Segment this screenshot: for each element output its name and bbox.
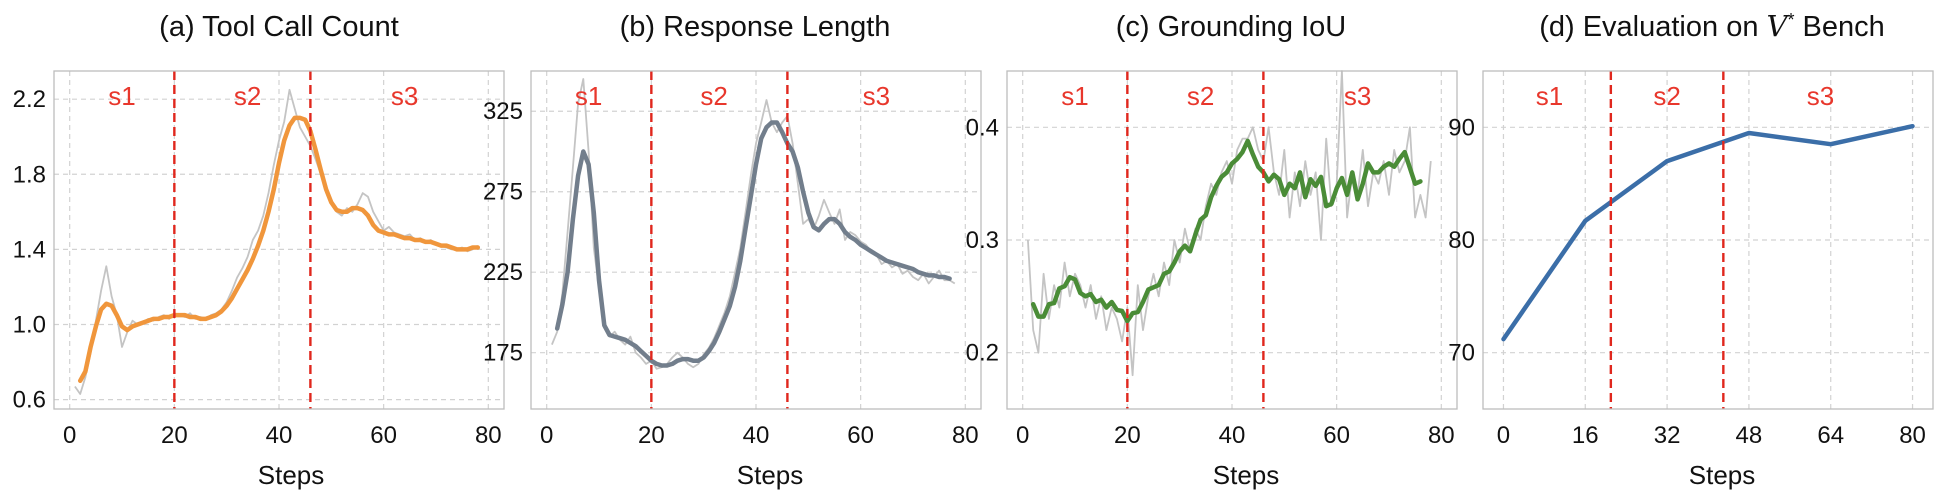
stage-label-s1: s1 bbox=[108, 81, 135, 111]
y-tick-label: 225 bbox=[483, 259, 523, 286]
y-tick-label: 1.0 bbox=[13, 312, 46, 339]
chart-title-b: (b) Response Length bbox=[620, 11, 891, 43]
x-tick-label: 40 bbox=[266, 422, 293, 449]
chart-title-d-prefix: (d) Evaluation on bbox=[1539, 11, 1766, 43]
y-tick-label: 80 bbox=[1448, 227, 1475, 254]
x-tick-label: 80 bbox=[475, 422, 502, 449]
x-tick-label: 80 bbox=[952, 422, 979, 449]
stage-label-s3: s3 bbox=[863, 81, 890, 111]
chart-title-c: (c) Grounding IoU bbox=[1116, 11, 1347, 43]
x-tick-label: 48 bbox=[1736, 422, 1763, 449]
y-tick-label: 90 bbox=[1448, 114, 1475, 141]
x-tick-label: 80 bbox=[1428, 422, 1455, 449]
stage-label-s1: s1 bbox=[575, 81, 602, 111]
plot-frame bbox=[1482, 70, 1934, 410]
x-tick-label: 0 bbox=[1497, 422, 1510, 449]
stage-label-s1: s1 bbox=[1061, 81, 1088, 111]
chart-title-d-star: * bbox=[1787, 10, 1794, 30]
chart-title-a: (a) Tool Call Count bbox=[159, 11, 399, 43]
y-tick-label: 0.2 bbox=[966, 340, 999, 367]
y-tick-label: 0.4 bbox=[966, 114, 999, 141]
y-tick-label: 2.2 bbox=[13, 86, 46, 113]
x-tick-label: 40 bbox=[743, 422, 770, 449]
plot-frame bbox=[530, 70, 982, 410]
plot-frame bbox=[1006, 70, 1458, 410]
y-tick-label: 325 bbox=[483, 98, 523, 125]
x-tick-label: 80 bbox=[1899, 422, 1926, 449]
y-tick-label: 0.3 bbox=[966, 227, 999, 254]
x-tick-label: 60 bbox=[847, 422, 874, 449]
x-tick-label: 60 bbox=[1323, 422, 1350, 449]
x-tick-label: 16 bbox=[1572, 422, 1599, 449]
plot-frame bbox=[53, 70, 505, 410]
x-tick-label: 20 bbox=[638, 422, 665, 449]
x-axis-label-b: Steps bbox=[737, 460, 804, 490]
smooth-series-line bbox=[554, 120, 952, 368]
smooth-series-line bbox=[1030, 138, 1423, 324]
x-tick-label: 20 bbox=[161, 422, 188, 449]
chart-title-d: (d) Evaluation on V* Bench bbox=[1539, 9, 1885, 43]
raw-series-line bbox=[1027, 70, 1432, 377]
x-tick-label: 0 bbox=[1016, 422, 1029, 449]
panel-v-star-bench: s1 s2 s3 0 16 32 48 64 80 70 80 90 bbox=[1448, 70, 1934, 449]
x-tick-label: 0 bbox=[63, 422, 76, 449]
panel-response-length: s1 s2 s3 0 20 40 60 80 175 225 275 325 bbox=[483, 70, 982, 449]
x-tick-label: 0 bbox=[540, 422, 553, 449]
chart-title-d-v: V bbox=[1767, 9, 1791, 43]
stage-label-s2: s2 bbox=[1653, 81, 1680, 111]
y-tick-label: 70 bbox=[1448, 340, 1475, 367]
y-tick-label: 175 bbox=[483, 340, 523, 367]
x-axis-label-c: Steps bbox=[1213, 460, 1280, 490]
y-tick-label: 1.4 bbox=[13, 236, 46, 263]
x-tick-label: 60 bbox=[370, 422, 397, 449]
stage-label-s3: s3 bbox=[391, 81, 418, 111]
smooth-series-line bbox=[1501, 123, 1915, 342]
stage-label-s2: s2 bbox=[234, 81, 261, 111]
stage-label-s3: s3 bbox=[1344, 81, 1371, 111]
raw-series-line bbox=[551, 78, 956, 370]
stage-label-s1: s1 bbox=[1536, 81, 1563, 111]
x-axis-label-d: Steps bbox=[1689, 460, 1756, 490]
y-tick-label: 275 bbox=[483, 179, 523, 206]
stage-label-s2: s2 bbox=[700, 81, 727, 111]
y-tick-label: 1.8 bbox=[13, 161, 46, 188]
panel-grounding-iou: s1 s2 s3 0 20 40 60 80 0.2 0.3 0.4 bbox=[966, 70, 1458, 449]
stage-label-s2: s2 bbox=[1187, 81, 1214, 111]
x-tick-label: 20 bbox=[1114, 422, 1141, 449]
x-tick-label: 64 bbox=[1817, 422, 1844, 449]
y-tick-label: 0.6 bbox=[13, 387, 46, 414]
x-tick-label: 32 bbox=[1654, 422, 1681, 449]
stage-label-s3: s3 bbox=[1807, 81, 1834, 111]
smooth-series-line bbox=[77, 115, 481, 384]
panel-tool-call-count: s1 s2 s3 0 20 40 60 80 0.6 1.0 1.4 1.8 2.2 bbox=[13, 70, 505, 449]
chart-title-d-suffix: Bench bbox=[1794, 11, 1884, 43]
x-tick-label: 40 bbox=[1219, 422, 1246, 449]
x-axis-label-a: Steps bbox=[258, 460, 325, 490]
